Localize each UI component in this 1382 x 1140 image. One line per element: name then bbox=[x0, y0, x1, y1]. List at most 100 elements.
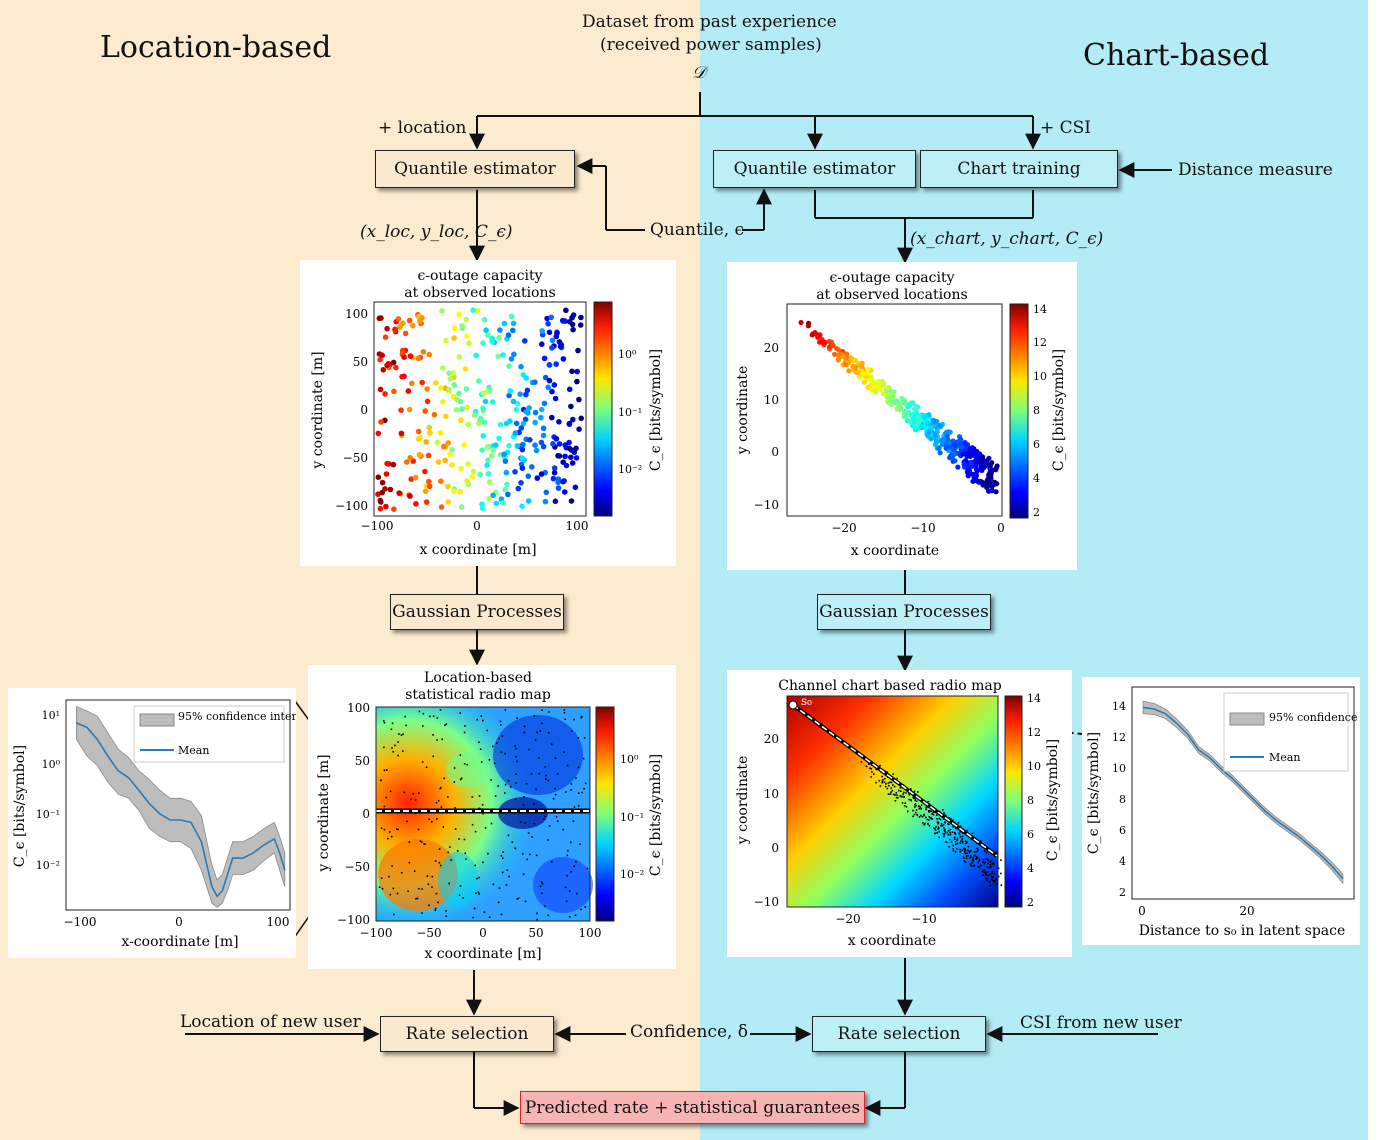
loc-map-point bbox=[439, 864, 442, 867]
loc-map-point bbox=[476, 718, 478, 721]
loc-scatter-point bbox=[522, 338, 528, 344]
loc-scatter-point bbox=[406, 406, 413, 413]
loc-map-point bbox=[472, 916, 474, 919]
gaussian-processes-right-box[interactable]: Gaussian Processes bbox=[817, 594, 991, 630]
loc-map-ctick-2: 10⁻² bbox=[620, 868, 644, 881]
chart-scatter-point bbox=[993, 465, 999, 471]
loc-scatter-point bbox=[440, 443, 447, 450]
chart-map-point bbox=[944, 821, 946, 824]
chart-map-point bbox=[912, 815, 914, 818]
loc-map-point bbox=[380, 877, 383, 879]
chart-map-point bbox=[977, 862, 979, 864]
chart-scatter-point bbox=[835, 357, 841, 363]
dataset-symbol: 𝒟 bbox=[692, 63, 706, 83]
chart-map-point bbox=[934, 832, 936, 835]
chart-scatter-point bbox=[993, 489, 999, 495]
chart-map-point bbox=[965, 857, 968, 859]
loc-map-point bbox=[459, 754, 462, 756]
rate-selection-left-box[interactable]: Rate selection bbox=[380, 1016, 554, 1052]
rate-selection-right-box[interactable]: Rate selection bbox=[812, 1016, 986, 1052]
loc-map-point bbox=[416, 897, 419, 900]
chart-map-point bbox=[934, 827, 936, 830]
loc-map-point bbox=[405, 724, 407, 727]
chart-map-point bbox=[940, 823, 943, 825]
loc-scatter-points bbox=[375, 307, 584, 512]
chart-map-point bbox=[919, 806, 922, 808]
loc-scatter-point bbox=[569, 368, 575, 375]
loc-scatter-point bbox=[577, 322, 584, 328]
loc-map-point bbox=[435, 801, 438, 804]
chart-scatter-point bbox=[850, 363, 856, 369]
chart-map-point bbox=[965, 855, 968, 857]
loc-scatter-point bbox=[486, 479, 493, 485]
loc-scatter-point bbox=[433, 380, 439, 386]
loc-scatter-title1: ϵ-outage capacity bbox=[417, 268, 542, 284]
loc-scatter-point bbox=[538, 406, 545, 413]
chart-map-point bbox=[959, 848, 961, 851]
loc-scatter-point bbox=[424, 398, 431, 405]
chart-map-point bbox=[993, 880, 995, 882]
gaussian-processes-left-box[interactable]: Gaussian Processes bbox=[390, 594, 564, 630]
loc-scatter-point bbox=[449, 447, 455, 453]
loc-map-point bbox=[486, 729, 488, 732]
s0-point bbox=[788, 700, 798, 710]
loc-map-point bbox=[547, 839, 549, 841]
loc-map-point bbox=[431, 875, 434, 878]
loc-map-point bbox=[460, 777, 463, 780]
chart-scatter-point bbox=[961, 461, 967, 467]
loc-map-point bbox=[555, 815, 558, 818]
chart-map-point bbox=[885, 783, 887, 785]
loc-map-point bbox=[568, 916, 571, 918]
chart-scatter-point bbox=[945, 436, 951, 442]
loc-scatter-point bbox=[457, 488, 463, 495]
chart-slice-legend: 95% confidence interval Mean bbox=[1223, 692, 1382, 772]
chart-map-xlabel: x coordinate bbox=[848, 933, 936, 949]
chart-map-point bbox=[980, 864, 982, 867]
chart-map-point bbox=[970, 865, 972, 867]
chart-map-point bbox=[895, 796, 898, 799]
loc-map-point bbox=[391, 747, 393, 749]
loc-scatter-point bbox=[422, 468, 428, 475]
chart-scatter-point bbox=[805, 320, 812, 326]
predicted-rate-box[interactable]: Predicted rate + statistical guarantees bbox=[520, 1091, 865, 1124]
loc-map-point bbox=[566, 764, 569, 767]
loc-map-point bbox=[538, 772, 541, 775]
chart-map-point bbox=[920, 808, 922, 810]
loc-map-point bbox=[516, 760, 518, 763]
loc-map-point bbox=[567, 849, 569, 852]
chart-map-point bbox=[967, 849, 969, 851]
quantile-estimator-right-box[interactable]: Quantile estimator bbox=[713, 150, 916, 188]
loc-scatter-point bbox=[562, 318, 568, 324]
chart-scatter-point bbox=[971, 446, 977, 452]
loc-scatter-point bbox=[541, 400, 548, 407]
loc-scatter-point bbox=[380, 367, 387, 373]
quantile-estimator-left-box[interactable]: Quantile estimator bbox=[375, 150, 575, 188]
loc-scatter-point bbox=[518, 363, 524, 370]
chart-training-box[interactable]: Chart training bbox=[920, 150, 1118, 188]
loc-map-point bbox=[417, 828, 420, 831]
chart-map-point bbox=[865, 765, 868, 768]
loc-scatter-point bbox=[479, 447, 485, 453]
chart-scatter-point bbox=[966, 468, 973, 474]
chart-map-ytick-2: 0 bbox=[771, 841, 779, 855]
loc-map-point bbox=[500, 913, 503, 916]
loc-scatter-point bbox=[391, 388, 397, 395]
loc-scatter-point bbox=[377, 356, 383, 363]
loc-map-point bbox=[394, 744, 396, 747]
chart-map-point bbox=[920, 814, 922, 817]
loc-map-point bbox=[462, 897, 464, 899]
loc-scatter-point bbox=[495, 353, 501, 360]
loc-map-point bbox=[544, 766, 546, 768]
loc-map-point bbox=[428, 818, 430, 820]
chart-scatter-ctick-4: 6 bbox=[1033, 438, 1040, 451]
loc-scatter-ctick-1: 10⁻¹ bbox=[618, 406, 642, 419]
chart-map-heatmap bbox=[787, 696, 998, 907]
loc-scatter-point bbox=[503, 469, 510, 476]
loc-scatter-ylabel: y coordinate [m] bbox=[310, 351, 326, 469]
chart-map-xtick-0: −20 bbox=[835, 912, 860, 926]
chart-map-point bbox=[932, 813, 935, 816]
loc-map-point bbox=[427, 883, 430, 885]
chart-map-point bbox=[868, 763, 870, 765]
chart-map-ytick-1: 10 bbox=[764, 787, 779, 801]
